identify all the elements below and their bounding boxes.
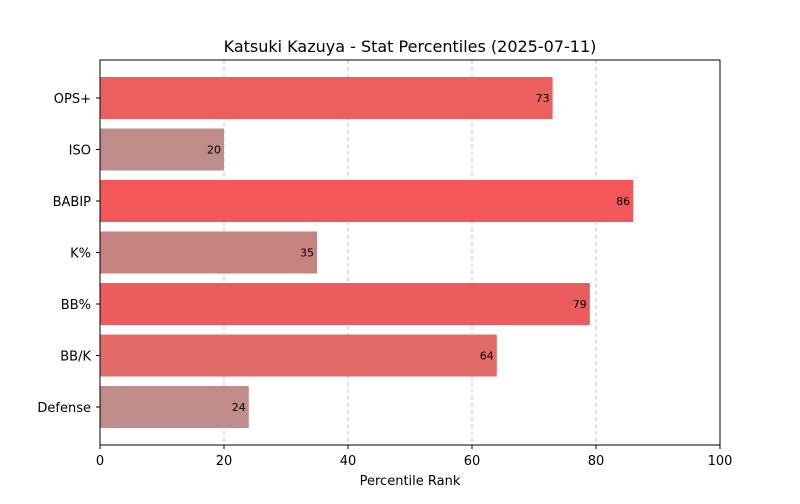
bars [100, 77, 634, 428]
bar-k- [100, 231, 317, 274]
value-label: 79 [573, 298, 587, 311]
value-label: 73 [536, 92, 550, 105]
y-tick-label: BABIP [53, 195, 92, 210]
bar-babip [100, 180, 634, 222]
x-tick-label: 100 [708, 454, 733, 469]
x-tick-label: 0 [96, 454, 104, 469]
value-labels: 73 20 86 35 79 64 24 [207, 92, 630, 414]
y-tick-label: ISO [69, 144, 91, 159]
y-tick-label: Defense [37, 401, 91, 416]
y-tick-label: BB/K [60, 350, 91, 365]
x-tick-label: 60 [464, 454, 481, 469]
x-axis-label: Percentile Rank [360, 474, 461, 489]
value-label: 20 [207, 144, 221, 157]
bar-defense [100, 386, 249, 428]
y-tick-label: OPS+ [54, 92, 91, 107]
x-tick-label: 20 [216, 454, 233, 469]
axes: OPS+ ISO BABIP K% BB% BB/K Defense 0 20 40 60 80 100 [37, 59, 733, 469]
value-label: 24 [232, 401, 246, 414]
y-tick-label: K% [70, 247, 91, 262]
bar-bb- [100, 283, 590, 325]
x-tick-label: 40 [340, 454, 357, 469]
value-label: 35 [300, 247, 314, 260]
bar-bb-k [100, 334, 497, 377]
plot-frame [99, 59, 721, 446]
bar-ops- [100, 77, 553, 119]
bar-iso [100, 128, 224, 171]
value-label: 86 [616, 195, 630, 208]
x-tick-label: 80 [588, 454, 605, 469]
y-tick-label: BB% [61, 298, 91, 313]
chart-title: Katsuki Kazuya - Stat Percentiles (2025-… [224, 37, 597, 56]
value-label: 64 [480, 350, 494, 363]
